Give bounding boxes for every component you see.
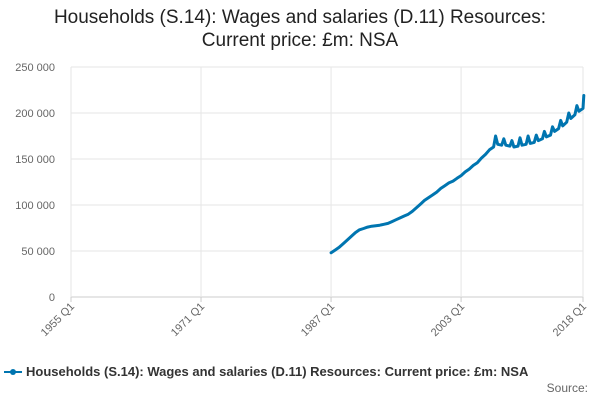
y-tick-label: 200 000 [15, 108, 55, 120]
x-tick-label: 2018 Q1 [551, 301, 589, 339]
y-tick-label: 150 000 [15, 154, 55, 166]
y-tick-label: 50 000 [21, 246, 55, 258]
chart-title-line-2: Current price: £m: NSA [201, 30, 399, 51]
x-tick-label: 1955 Q1 [39, 301, 77, 339]
legend[interactable]: Households (S.14): Wages and salaries (D… [4, 364, 528, 379]
y-tick-label: 250 000 [15, 62, 55, 74]
chart-title: Households (S.14): Wages and salaries (D… [0, 6, 600, 52]
y-tick-label: 0 [49, 292, 55, 304]
series-layer [329, 94, 586, 255]
legend-swatch [4, 366, 22, 378]
gridlines [70, 66, 584, 298]
chart-title-line-1: Households (S.14): Wages and salaries (D… [53, 7, 547, 28]
x-tick-label: 1971 Q1 [169, 301, 207, 339]
x-tick-label: 1987 Q1 [299, 301, 337, 339]
legend-label: Households (S.14): Wages and salaries (D… [26, 364, 529, 379]
x-tick-label: 2003 Q1 [429, 301, 467, 339]
y-tick-label: 100 000 [15, 200, 55, 212]
source-label: Source: [546, 381, 588, 395]
series-line[interactable] [329, 94, 586, 255]
